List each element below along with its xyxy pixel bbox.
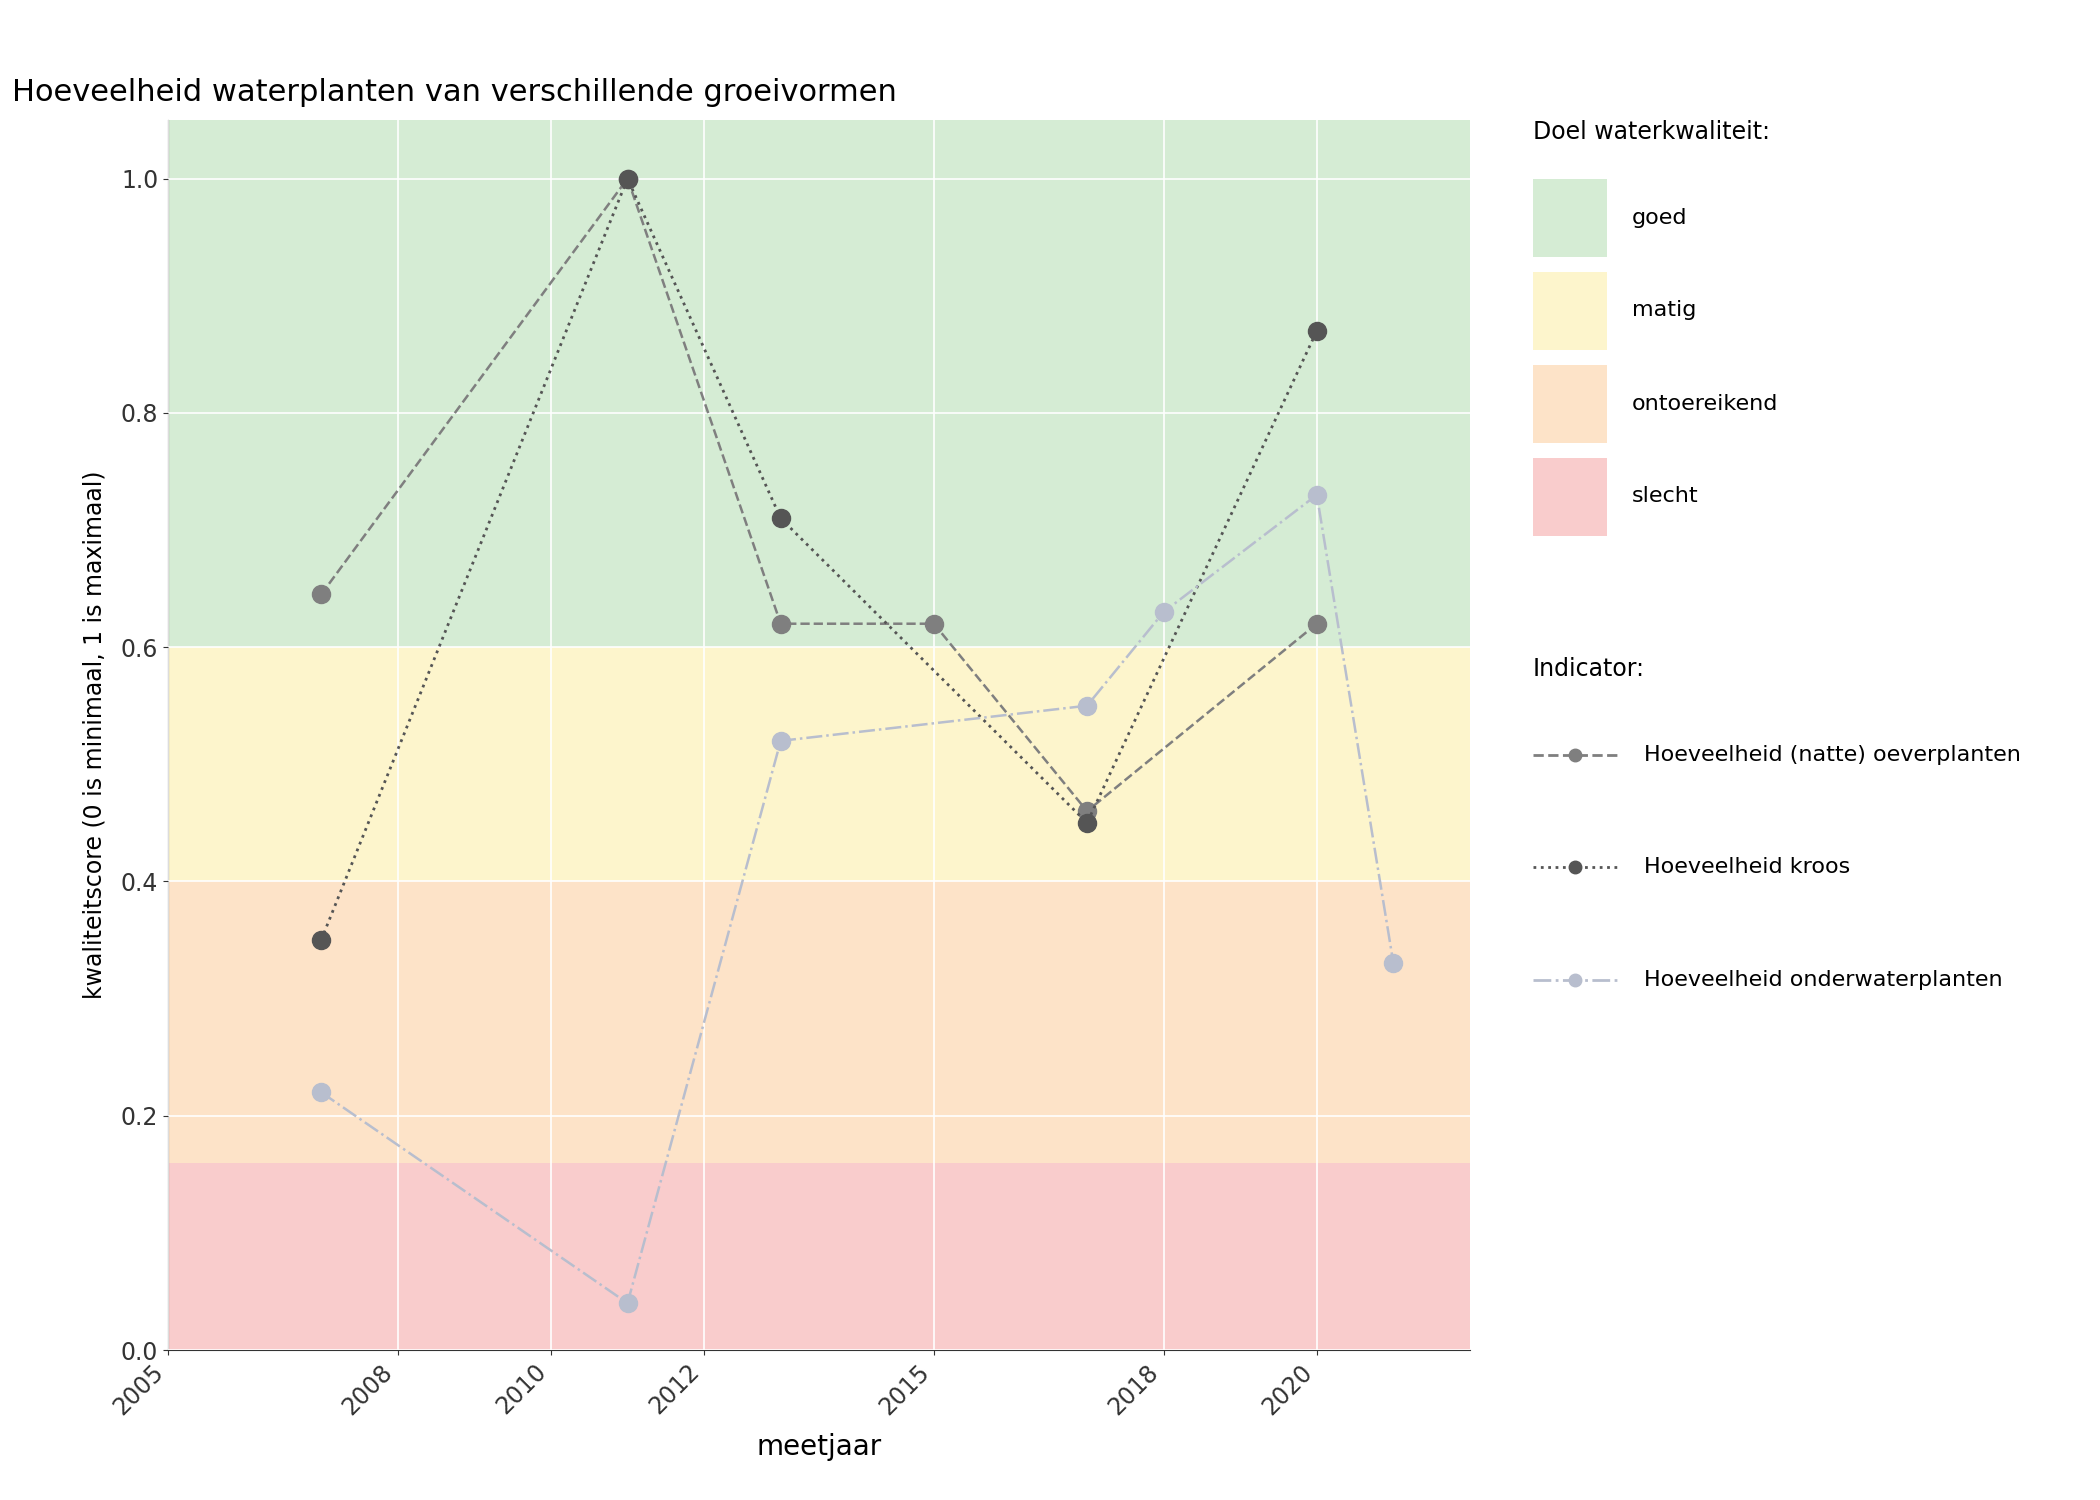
Text: ontoereikend: ontoereikend <box>1632 393 1779 414</box>
Text: matig: matig <box>1632 300 1697 321</box>
Text: slecht: slecht <box>1632 486 1699 507</box>
Text: Doel waterkwaliteit:: Doel waterkwaliteit: <box>1533 120 1770 144</box>
Bar <box>168 646 1470 882</box>
Text: Hoeveelheid waterplanten van verschillende groeivormen: Hoeveelheid waterplanten van verschillen… <box>13 78 897 106</box>
Bar <box>168 120 1470 646</box>
Text: Hoeveelheid onderwaterplanten: Hoeveelheid onderwaterplanten <box>1644 969 2003 990</box>
Bar <box>168 1162 1470 1350</box>
Text: goed: goed <box>1632 207 1686 228</box>
X-axis label: meetjaar: meetjaar <box>756 1432 882 1461</box>
Text: Hoeveelheid (natte) oeverplanten: Hoeveelheid (natte) oeverplanten <box>1644 744 2020 765</box>
Text: Indicator:: Indicator: <box>1533 657 1644 681</box>
Y-axis label: kwaliteitscore (0 is minimaal, 1 is maximaal): kwaliteitscore (0 is minimaal, 1 is maxi… <box>82 471 107 999</box>
Bar <box>168 882 1470 1162</box>
Text: Hoeveelheid kroos: Hoeveelheid kroos <box>1644 856 1850 877</box>
